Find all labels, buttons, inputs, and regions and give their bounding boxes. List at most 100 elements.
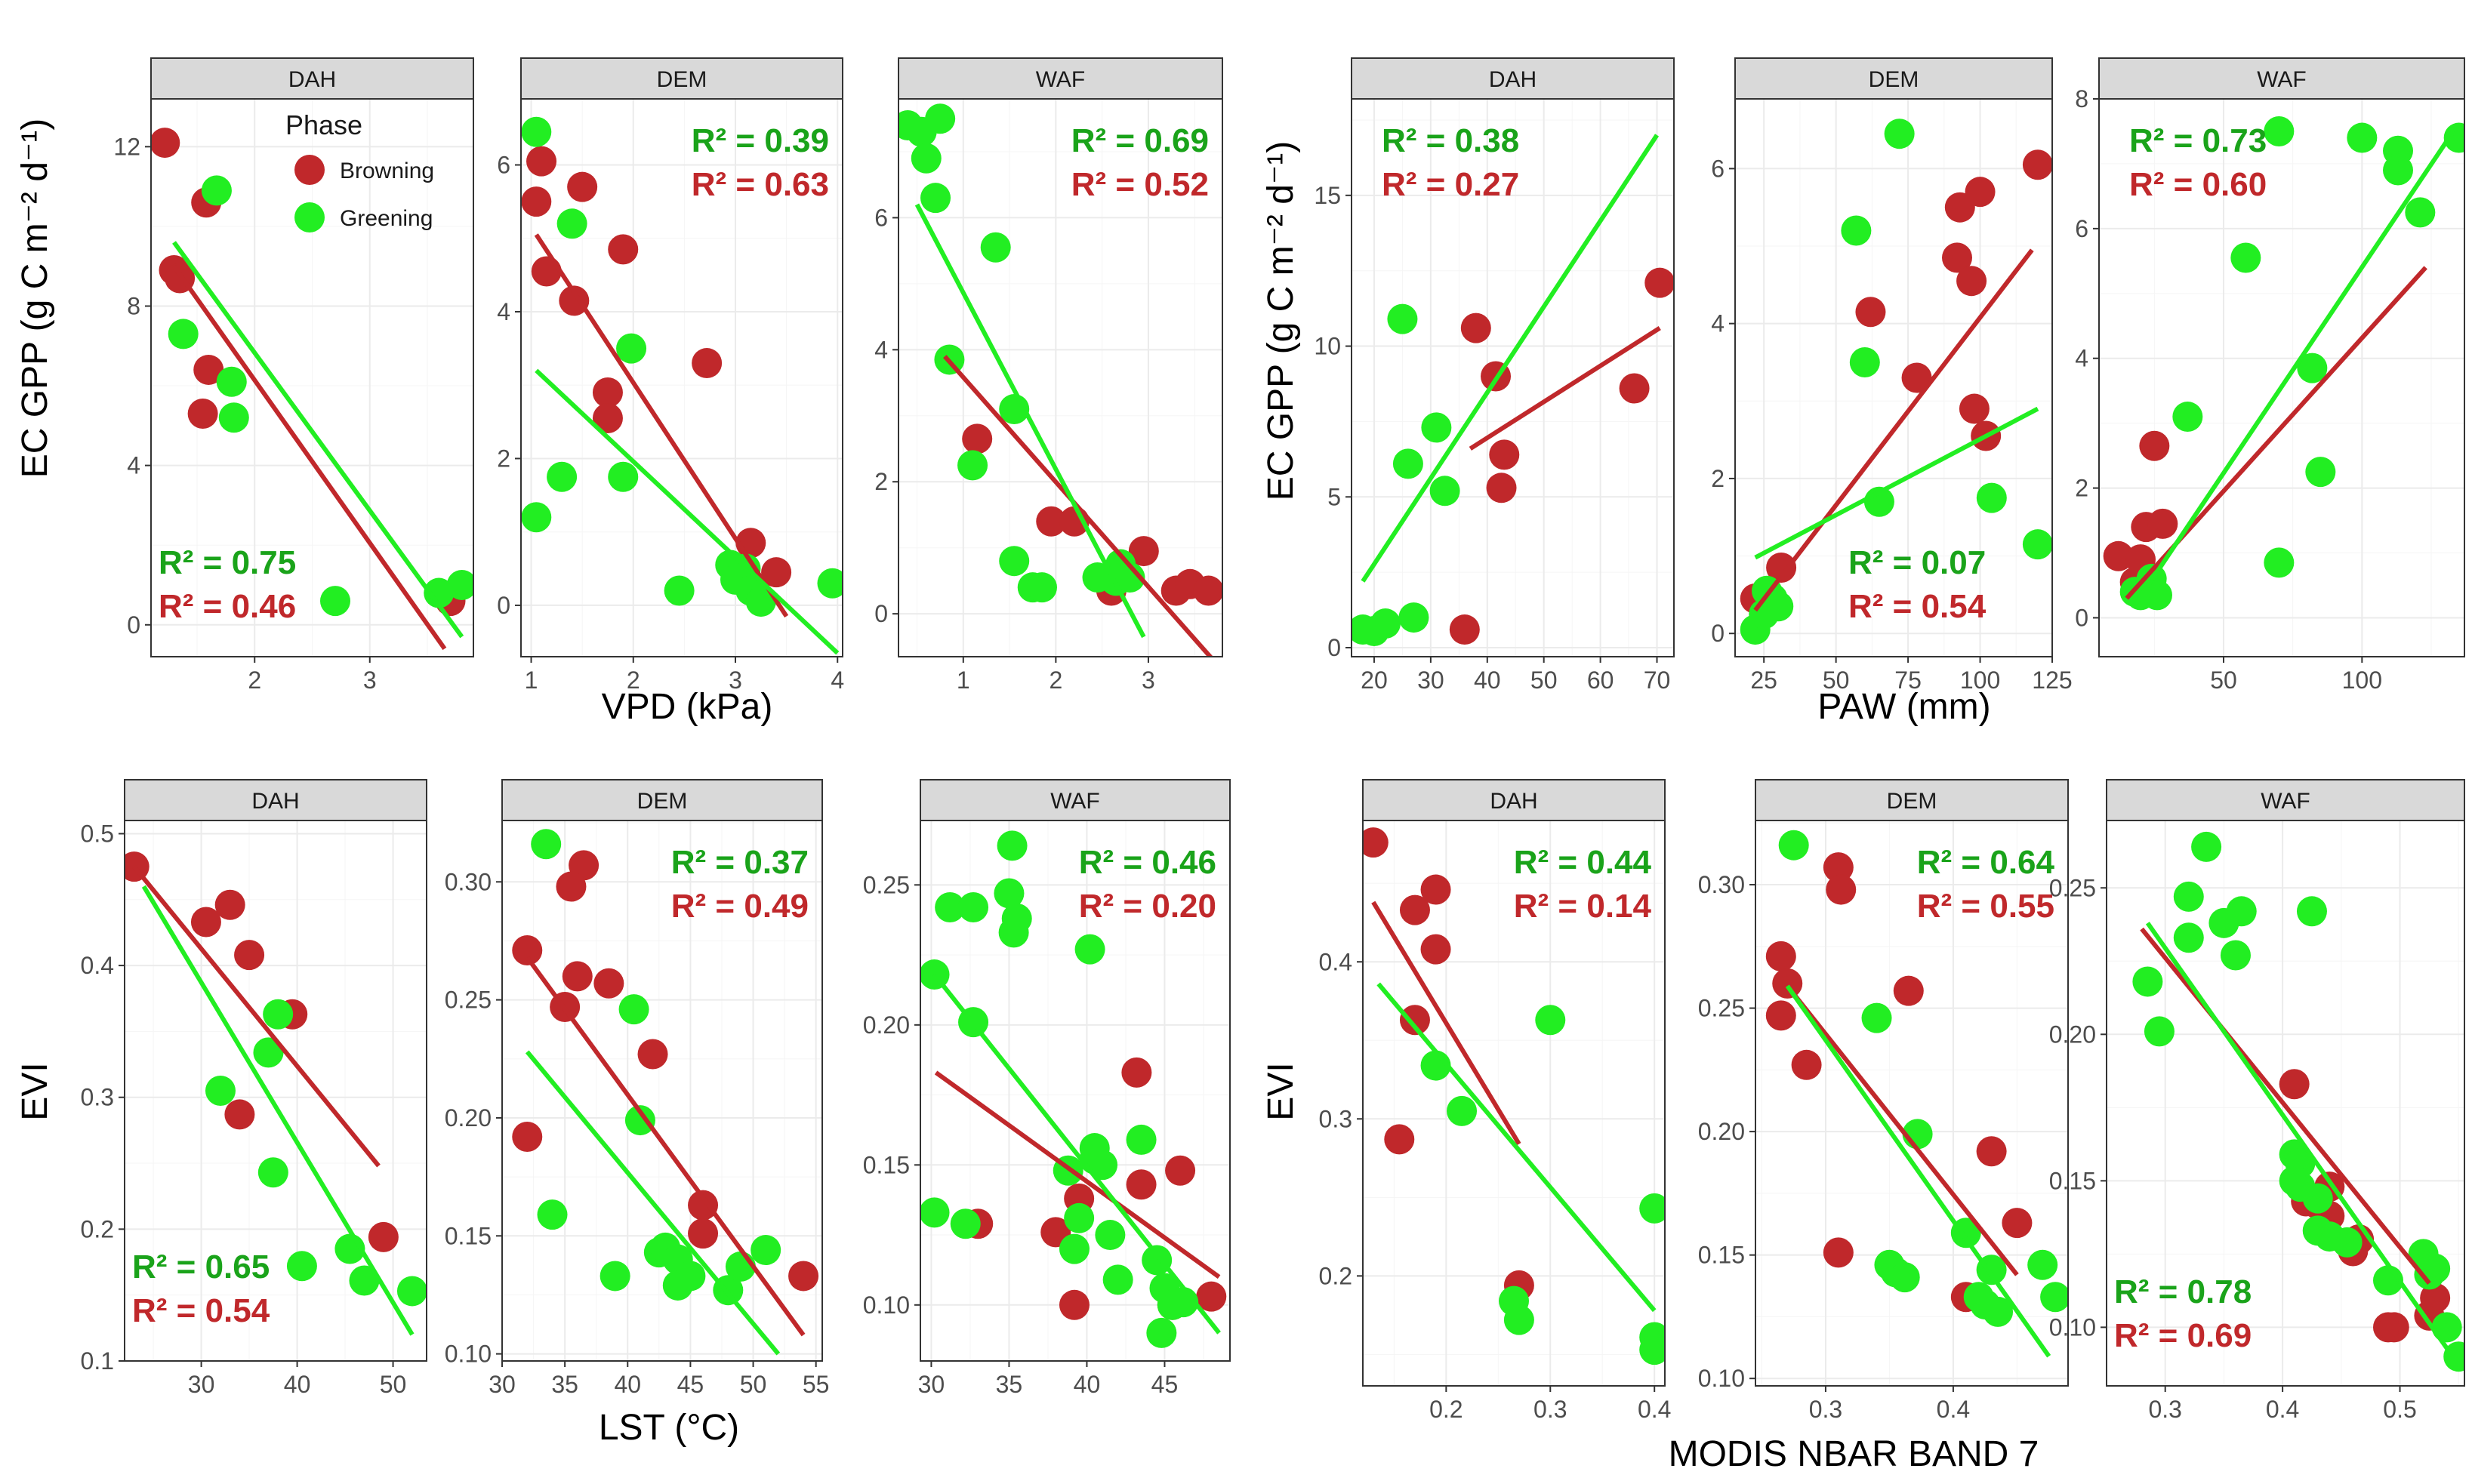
greening-point	[2173, 881, 2204, 912]
x-axis-title-paw: PAW (mm)	[1817, 687, 1990, 727]
y-tick-label: 0	[1327, 634, 1341, 661]
r2-browning-label: R² = 0.20	[1079, 888, 1216, 925]
r2-greening-label: R² = 0.38	[1382, 122, 1519, 159]
greening-point	[817, 568, 843, 599]
r2-greening-label: R² = 0.69	[1071, 122, 1209, 159]
y-tick-label: 6	[1711, 155, 1725, 182]
greening-point	[624, 1105, 655, 1136]
browning-point	[2022, 149, 2052, 180]
greening-point	[396, 1276, 427, 1307]
greening-point	[446, 569, 473, 600]
y-tick-label: 0.20	[1698, 1118, 1745, 1145]
greening-point	[349, 1265, 380, 1296]
y-tick-label: 0.25	[445, 987, 492, 1014]
greening-fit-line	[1785, 984, 2051, 1358]
x-tick-label: 40	[284, 1371, 311, 1398]
panel-border	[2098, 98, 2465, 657]
r2-browning-label: R² = 0.60	[2129, 166, 2267, 203]
x-tick-label: 30	[188, 1371, 215, 1398]
greening-point	[1095, 1220, 1126, 1251]
browning-point	[1893, 975, 1924, 1006]
greening-point	[994, 878, 1025, 909]
facet-strip-label: DAH	[1489, 67, 1537, 92]
panel-border	[898, 98, 1223, 657]
y-tick-label: 2	[874, 468, 888, 495]
greening-point	[1778, 830, 1809, 861]
greening-point	[521, 502, 552, 533]
r2-greening-label: R² = 0.75	[159, 544, 296, 581]
facet-strip-label: WAF	[2261, 789, 2310, 814]
r2-greening-label: R² = 0.65	[132, 1248, 270, 1285]
greening-point	[2173, 922, 2204, 953]
greening-point	[556, 208, 587, 239]
greening-point	[547, 461, 578, 492]
facet-strip	[1755, 779, 2069, 821]
browning-point	[1449, 614, 1480, 645]
browning-fit-line	[1753, 248, 2034, 612]
y-tick-label: 0.25	[863, 871, 910, 898]
greening-point	[1102, 1264, 1133, 1295]
browning-fit-line	[534, 233, 789, 618]
greening-point	[2144, 1016, 2175, 1047]
facet-strip-label: DEM	[637, 789, 688, 814]
greening-point	[531, 829, 562, 860]
y-tick-label: 0.15	[2049, 1167, 2096, 1194]
greening-point	[980, 232, 1011, 263]
browning-point	[190, 907, 221, 938]
browning-fit-line	[934, 1070, 1221, 1279]
panel-6-dah: DAH 30 40 50 0.1 0.2 0.3 0.4 0.5 R² = 0.65 R² = 0.…	[81, 779, 427, 1398]
y-tick-label: 8	[2075, 85, 2088, 112]
browning-point	[1489, 439, 1520, 470]
r2-browning-label: R² = 0.54	[132, 1292, 270, 1329]
browning-point	[592, 402, 623, 433]
x-tick-label: 4	[831, 667, 844, 694]
greening-point	[2132, 966, 2163, 997]
r2-greening-label: R² = 0.44	[1514, 844, 1652, 881]
x-tick-label: 30	[918, 1371, 945, 1398]
browning-point	[962, 423, 993, 454]
x-tick-label: 2	[1049, 667, 1062, 694]
facet-strip-label: DAH	[288, 67, 336, 92]
y-tick-label: 2	[2075, 475, 2088, 502]
browning-fit-line	[1371, 901, 1521, 1146]
browning-point	[1826, 874, 1857, 905]
browning-point	[526, 146, 557, 177]
browning-point	[1460, 313, 1491, 343]
y-axis-title-evi-right: EVI	[1261, 1062, 1301, 1120]
facet-strip	[1734, 57, 2053, 100]
facet-strip-label: DEM	[1869, 67, 1919, 92]
facet-strip	[124, 779, 427, 821]
greening-point	[2264, 547, 2295, 578]
greening-point	[2172, 402, 2203, 433]
browning-point	[1965, 177, 1996, 208]
legend-label-greening: Greening	[340, 206, 433, 231]
greening-point	[1841, 215, 1872, 246]
browning-fit-line	[1785, 984, 2019, 1276]
browning-fit-line	[525, 956, 806, 1337]
greening-fit-line	[2133, 130, 2455, 606]
browning-point	[187, 399, 218, 429]
y-tick-label: 0	[1711, 620, 1725, 647]
browning-point	[1384, 1124, 1415, 1155]
greening-point	[608, 461, 639, 492]
panel-4-dem: DEM 25 50 75 100 125 0 2 4 6 R² = 0.07 R² = 0.54	[1711, 57, 2073, 694]
greening-fit-line	[141, 885, 415, 1336]
greening-point	[664, 575, 695, 606]
greening-point	[1370, 608, 1401, 639]
greening-fit-line	[1754, 406, 2039, 560]
browning-point	[1823, 852, 1854, 883]
browning-point	[1196, 1281, 1227, 1312]
browning-point	[224, 1099, 255, 1130]
browning-point	[2139, 430, 2170, 461]
y-tick-label: 0.25	[1698, 995, 1745, 1022]
x-tick-label: 55	[803, 1371, 830, 1398]
x-tick-label: 40	[1474, 667, 1501, 694]
y-tick-label: 0	[2075, 604, 2088, 631]
y-tick-label: 0.2	[1319, 1262, 1352, 1289]
r2-browning-label: R² = 0.27	[1382, 166, 1519, 203]
browning-point	[1823, 1237, 1854, 1268]
browning-point	[788, 1261, 819, 1292]
panel-0-dah: DAH 2 3 0 4 8 12 R² = 0.75 R² = 0.46	[113, 57, 474, 694]
browning-point	[2279, 1069, 2310, 1100]
